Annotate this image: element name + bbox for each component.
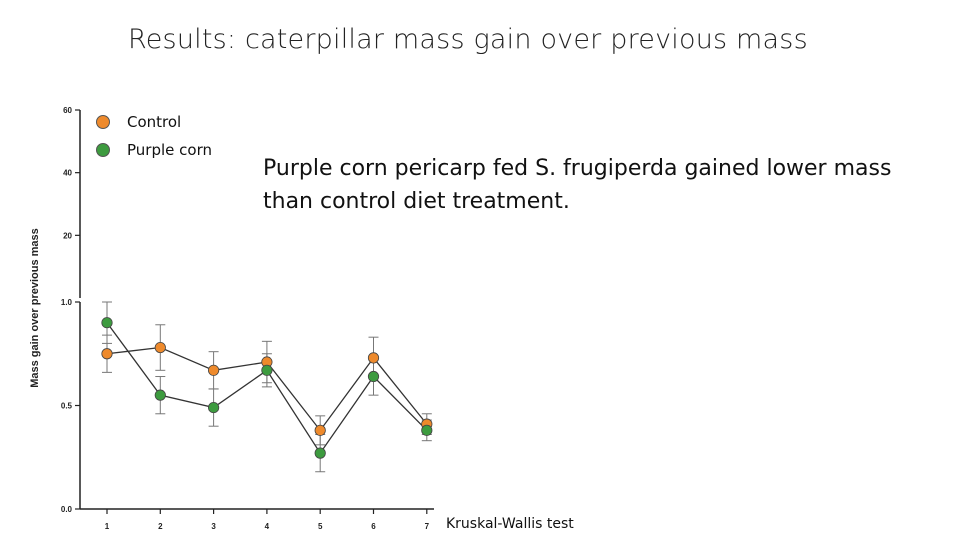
series-purple-corn <box>102 301 432 473</box>
legend-swatch-purple-corn <box>96 143 110 157</box>
slide-title: Results: caterpillar mass gain over prev… <box>128 24 808 55</box>
data-point <box>208 364 220 376</box>
data-point <box>154 389 166 401</box>
data-point <box>367 370 380 383</box>
y-tick-label: 60 <box>63 106 72 115</box>
axes: 0.0 0.5 1.0 20 40 60 1 2 3 4 5 6 7 Mass gain over pre… <box>29 106 434 531</box>
data-point <box>101 317 113 329</box>
markers-purple-corn <box>101 317 433 459</box>
y-tick-label: 20 <box>63 231 72 240</box>
data-point <box>367 352 380 364</box>
y-tick-label: 1.0 <box>61 298 73 307</box>
y-axis-title: Mass gain over previous mass <box>29 228 41 388</box>
x-tick-label: 4 <box>265 522 270 531</box>
data-point <box>314 447 326 459</box>
x-tick-label: 2 <box>158 522 163 531</box>
data-point <box>154 341 166 354</box>
x-tick-label: 1 <box>105 522 110 531</box>
data-point <box>314 424 326 436</box>
legend-swatch-control <box>96 115 110 129</box>
y-tick-label: 40 <box>63 169 72 178</box>
statistical-test-note: Kruskal-Wallis test <box>446 516 574 532</box>
x-tick-label: 5 <box>318 522 323 531</box>
legend-label-purple-corn: Purple corn <box>127 141 212 159</box>
data-point <box>261 364 273 376</box>
y-tick-label: 0.0 <box>61 505 73 514</box>
legend-label-control: Control <box>127 113 182 131</box>
data-point <box>208 401 220 414</box>
x-tick-label: 3 <box>211 522 216 531</box>
data-point <box>101 348 113 360</box>
data-point <box>421 424 433 436</box>
x-tick-label: 6 <box>371 522 376 531</box>
x-tick-label: 7 <box>425 522 430 531</box>
finding-text: Purple corn pericarp fed S. frugiperda g… <box>263 156 892 214</box>
series-layer <box>101 301 433 473</box>
y-tick-label: 0.5 <box>61 402 73 411</box>
